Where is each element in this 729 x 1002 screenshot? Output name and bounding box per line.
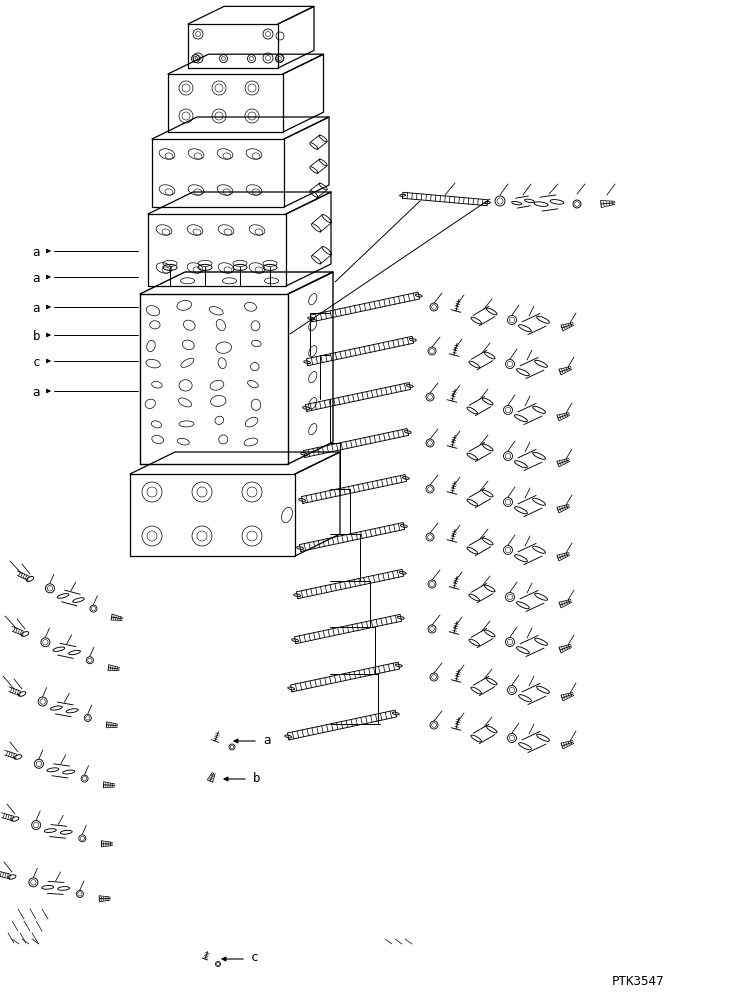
Ellipse shape bbox=[550, 200, 564, 205]
Text: PTK3547: PTK3547 bbox=[612, 975, 665, 988]
Ellipse shape bbox=[486, 309, 497, 316]
Ellipse shape bbox=[486, 726, 497, 733]
Ellipse shape bbox=[469, 639, 480, 646]
Ellipse shape bbox=[483, 445, 493, 452]
Ellipse shape bbox=[517, 602, 529, 609]
Ellipse shape bbox=[533, 499, 545, 506]
Ellipse shape bbox=[467, 408, 477, 415]
Ellipse shape bbox=[319, 136, 327, 142]
Ellipse shape bbox=[471, 318, 481, 325]
Text: c: c bbox=[33, 355, 40, 368]
Ellipse shape bbox=[515, 415, 527, 422]
Ellipse shape bbox=[515, 555, 527, 562]
Ellipse shape bbox=[58, 594, 69, 598]
Text: a: a bbox=[263, 732, 270, 745]
Ellipse shape bbox=[233, 266, 247, 272]
Ellipse shape bbox=[469, 594, 480, 601]
Ellipse shape bbox=[534, 361, 547, 368]
Ellipse shape bbox=[63, 771, 74, 775]
Ellipse shape bbox=[485, 353, 495, 360]
Ellipse shape bbox=[322, 247, 332, 256]
Text: a: a bbox=[33, 245, 40, 259]
Text: a: a bbox=[33, 385, 40, 398]
Ellipse shape bbox=[533, 547, 545, 554]
Text: b: b bbox=[33, 330, 40, 342]
Ellipse shape bbox=[524, 200, 534, 203]
Ellipse shape bbox=[319, 184, 327, 190]
Ellipse shape bbox=[534, 202, 548, 207]
Ellipse shape bbox=[310, 167, 318, 174]
Ellipse shape bbox=[518, 326, 531, 333]
Ellipse shape bbox=[483, 491, 493, 497]
Ellipse shape bbox=[533, 453, 545, 460]
Ellipse shape bbox=[8, 875, 16, 880]
Ellipse shape bbox=[163, 266, 177, 272]
Ellipse shape bbox=[471, 735, 481, 742]
Ellipse shape bbox=[26, 577, 34, 582]
Ellipse shape bbox=[469, 362, 480, 369]
Ellipse shape bbox=[61, 831, 72, 835]
Ellipse shape bbox=[467, 500, 477, 506]
Ellipse shape bbox=[319, 160, 327, 166]
Ellipse shape bbox=[515, 461, 527, 468]
Ellipse shape bbox=[14, 755, 22, 760]
Ellipse shape bbox=[47, 769, 59, 772]
Ellipse shape bbox=[66, 709, 78, 713]
Ellipse shape bbox=[263, 266, 277, 272]
Ellipse shape bbox=[53, 647, 65, 651]
Ellipse shape bbox=[467, 454, 477, 461]
Ellipse shape bbox=[44, 829, 56, 833]
Ellipse shape bbox=[11, 817, 19, 822]
Ellipse shape bbox=[518, 742, 531, 749]
Ellipse shape bbox=[533, 407, 545, 414]
Text: b: b bbox=[253, 771, 260, 784]
Ellipse shape bbox=[467, 547, 477, 554]
Ellipse shape bbox=[486, 678, 497, 685]
Ellipse shape bbox=[42, 886, 54, 890]
Ellipse shape bbox=[21, 632, 28, 636]
Text: a: a bbox=[33, 302, 40, 315]
Ellipse shape bbox=[534, 593, 547, 600]
Ellipse shape bbox=[69, 650, 80, 655]
Ellipse shape bbox=[483, 539, 493, 545]
Ellipse shape bbox=[311, 224, 321, 232]
Ellipse shape bbox=[322, 215, 332, 223]
Ellipse shape bbox=[534, 638, 547, 645]
Ellipse shape bbox=[517, 370, 529, 377]
Ellipse shape bbox=[537, 686, 550, 693]
Ellipse shape bbox=[537, 734, 550, 741]
Ellipse shape bbox=[485, 630, 495, 637]
Ellipse shape bbox=[58, 887, 70, 891]
Ellipse shape bbox=[471, 687, 481, 694]
Ellipse shape bbox=[18, 692, 26, 696]
Ellipse shape bbox=[485, 585, 495, 592]
Text: a: a bbox=[33, 272, 40, 285]
Ellipse shape bbox=[311, 257, 321, 265]
Ellipse shape bbox=[537, 317, 550, 324]
Ellipse shape bbox=[517, 647, 529, 654]
Ellipse shape bbox=[310, 191, 318, 198]
Ellipse shape bbox=[73, 598, 85, 603]
Text: c: c bbox=[251, 951, 259, 964]
Ellipse shape bbox=[310, 143, 318, 150]
Ellipse shape bbox=[518, 695, 531, 702]
Ellipse shape bbox=[512, 202, 521, 205]
Ellipse shape bbox=[50, 706, 62, 710]
Ellipse shape bbox=[483, 399, 493, 406]
Ellipse shape bbox=[198, 266, 212, 272]
Ellipse shape bbox=[515, 507, 527, 514]
